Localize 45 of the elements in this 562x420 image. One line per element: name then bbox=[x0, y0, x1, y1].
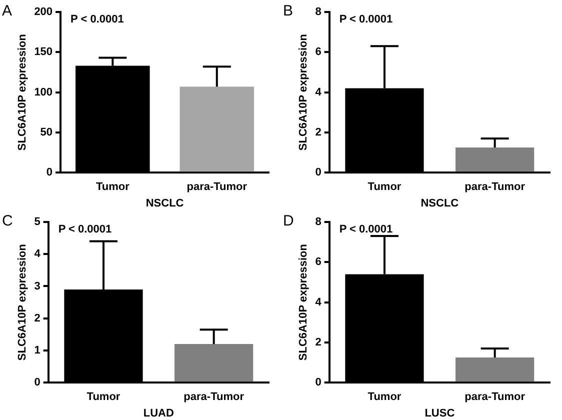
text: A bbox=[2, 2, 12, 20]
y-tick-label: 2 bbox=[315, 336, 322, 348]
text: D bbox=[283, 212, 294, 230]
y-tick-label: 0 bbox=[46, 166, 53, 179]
x-axis-title: NSCLC bbox=[146, 197, 184, 210]
y-tick-label: 0 bbox=[34, 376, 40, 389]
x-tick-label: para-Tumor bbox=[184, 391, 245, 404]
x-tick-label: para-Tumor bbox=[464, 391, 526, 404]
x-axis-title: NSCLC bbox=[420, 197, 459, 210]
x-tick-label: Tumor bbox=[368, 181, 402, 194]
annotation: P < 0.0001 bbox=[339, 14, 393, 26]
y-tick-label: 100 bbox=[34, 86, 53, 98]
y-tick-label: 3 bbox=[34, 280, 40, 292]
text: B bbox=[283, 2, 294, 20]
x-tick-label: para-Tumor bbox=[186, 181, 248, 194]
y-axis-title: SLC6A10P expression bbox=[16, 244, 29, 361]
y-tick-label: 2 bbox=[315, 126, 322, 138]
y-axis-title: SLC6A10P expression bbox=[298, 34, 310, 151]
y-tick-label: 150 bbox=[34, 46, 53, 58]
y-tick-label: 0 bbox=[315, 376, 322, 389]
annotation: P < 0.0001 bbox=[70, 14, 124, 26]
y-axis-title: SLC6A10P expression bbox=[16, 34, 29, 151]
x-tick-label: Tumor bbox=[96, 181, 130, 194]
y-tick-label: 50 bbox=[40, 126, 53, 138]
y-tick-label: 2 bbox=[34, 312, 40, 324]
x-tick-label: Tumor bbox=[368, 391, 402, 404]
y-tick-label: 6 bbox=[315, 256, 322, 268]
x-tick-label: para-Tumor bbox=[464, 181, 526, 194]
y-tick-label: 8 bbox=[315, 216, 322, 228]
y-tick-label: 0 bbox=[315, 166, 322, 179]
annotation: P < 0.0001 bbox=[58, 224, 112, 236]
y-tick-label: 4 bbox=[34, 248, 42, 260]
x-tick-label: Tumor bbox=[86, 391, 121, 404]
y-axis-title: SLC6A10P expression bbox=[298, 244, 310, 361]
y-tick-label: 1 bbox=[34, 344, 40, 357]
annotation: P < 0.0001 bbox=[339, 224, 393, 236]
y-tick-label: 4 bbox=[315, 86, 322, 98]
y-tick-label: 6 bbox=[315, 46, 322, 58]
text: C bbox=[2, 212, 13, 230]
y-tick-label: 200 bbox=[34, 6, 53, 18]
y-tick-label: 8 bbox=[315, 6, 322, 18]
x-axis-title: LUSC bbox=[424, 407, 455, 420]
y-tick-label: 4 bbox=[315, 296, 322, 308]
y-tick-label: 5 bbox=[34, 216, 40, 228]
x-axis-title: LUAD bbox=[143, 407, 174, 420]
